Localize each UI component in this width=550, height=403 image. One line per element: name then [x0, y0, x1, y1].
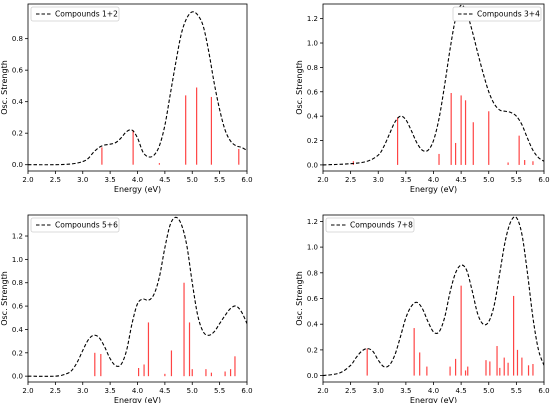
y-tick-label: 0.2	[307, 137, 318, 145]
legend: Compounds 3+4	[452, 6, 542, 22]
x-tick-label: 6.0	[538, 387, 549, 395]
panel-compounds-1-2: 2.0 2.5 3.0 3.5 4.0 4.5 5.0 5.5 6.0 0.0 0.2 0.4 0.6 0…	[0, 3, 253, 194]
x-tick-label: 4.5	[456, 387, 467, 395]
y-tick-label: 1.0	[307, 244, 318, 252]
y-tick-label: 0.8	[12, 35, 23, 43]
x-tick-label: 2.0	[22, 176, 33, 184]
y-tick-label: 0.4	[12, 98, 24, 106]
x-tick-label: 6.0	[538, 176, 549, 184]
x-tick-label: 5.0	[483, 176, 494, 184]
x-tick-label: 5.5	[214, 176, 225, 184]
x-tick-label: 6.0	[241, 387, 252, 395]
panel-compounds-7-8: 2.0 2.5 3.0 3.5 4.0 4.5 5.0 5.5 6.0 0.0 0.2 0.4 0.6 0…	[295, 214, 550, 403]
stick-group	[366, 285, 534, 376]
y-tick-label: 1.2	[12, 233, 23, 241]
x-tick-label: 2.0	[317, 387, 328, 395]
x-tick-label: 2.0	[22, 387, 33, 395]
x-tick-label: 4.0	[132, 176, 143, 184]
x-tick-label: 4.0	[132, 387, 143, 395]
y-tick-label: 0.2	[12, 130, 23, 138]
y-tick-label: 0.0	[12, 373, 23, 381]
legend-box	[30, 6, 120, 22]
x-tick-label: 2.5	[50, 387, 61, 395]
legend-box	[30, 217, 120, 233]
y-axis-label: Osc. Strength	[295, 60, 304, 115]
x-tick-label: 3.0	[373, 387, 384, 395]
x-tick-label: 2.5	[345, 176, 356, 184]
legend-label: Compounds 3+4	[477, 10, 540, 19]
legend-label: Compounds 5+6	[55, 221, 118, 230]
y-tick-label: 1.2	[307, 15, 318, 23]
x-tick-label: 3.0	[77, 387, 88, 395]
x-tick-label: 4.5	[456, 176, 467, 184]
x-tick-label: 3.5	[400, 176, 411, 184]
x-tick-label: 4.5	[159, 176, 170, 184]
x-tick-label: 5.5	[214, 387, 225, 395]
x-tick-label: 2.5	[345, 387, 356, 395]
x-axis-label: Energy (eV)	[114, 185, 161, 194]
x-tick-label: 2.0	[317, 176, 328, 184]
panel-compounds-3-4: 2.0 2.5 3.0 3.5 4.0 4.5 5.0 5.5 6.0 0.0 0.2 0.4 0.6 0…	[295, 3, 550, 194]
x-tick-label: 6.0	[241, 176, 252, 184]
y-tick-label: 0.8	[307, 64, 318, 72]
y-tick-label: 0.0	[307, 161, 318, 169]
y-tick-label: 0.2	[12, 349, 23, 357]
y-tick-label: 0.6	[307, 88, 319, 96]
spectrum-line	[323, 4, 544, 166]
x-axis-label: Energy (eV)	[114, 396, 161, 403]
legend-label: Compounds 7+8	[350, 221, 413, 230]
y-tick-label: 0.4	[307, 113, 319, 121]
x-tick-label: 5.0	[187, 176, 198, 184]
axes-frame	[27, 214, 248, 383]
legend-label: Compounds 1+2	[55, 10, 118, 19]
x-tick-label: 3.5	[105, 387, 116, 395]
y-axis-label: Osc. Strength	[0, 271, 9, 326]
legend: Compounds 1+2	[30, 6, 120, 22]
y-axis-label: Osc. Strength	[0, 60, 9, 115]
x-tick-label: 4.5	[159, 387, 170, 395]
x-tick-label: 2.5	[50, 176, 61, 184]
legend: Compounds 5+6	[30, 217, 120, 233]
y-tick-label: 0.6	[12, 67, 24, 75]
axes-frame	[27, 3, 248, 172]
axes-frame	[322, 3, 545, 172]
y-tick-label: 0.4	[12, 326, 24, 334]
y-tick-label: 0.6	[12, 303, 24, 311]
stick-group	[101, 87, 240, 165]
x-axis-label: Energy (eV)	[410, 396, 457, 403]
x-tick-label: 4.0	[428, 387, 439, 395]
spectrum-line	[323, 216, 544, 377]
y-tick-label: 0.0	[12, 161, 23, 169]
legend-box	[452, 6, 542, 22]
y-tick-label: 1.0	[307, 40, 318, 48]
y-axis-label: Osc. Strength	[295, 271, 304, 326]
panel-compounds-5-6: 2.0 2.5 3.0 3.5 4.0 4.5 5.0 5.5 6.0 0.0 0.2 0.4 0.6 0…	[0, 214, 253, 403]
x-tick-label: 5.0	[187, 387, 198, 395]
legend: Compounds 7+8	[325, 217, 415, 233]
x-tick-label: 3.5	[400, 387, 411, 395]
x-tick-label: 5.5	[511, 176, 522, 184]
x-tick-label: 5.0	[483, 387, 494, 395]
x-tick-label: 3.0	[77, 176, 88, 184]
x-tick-label: 4.0	[428, 176, 439, 184]
spectrum-line	[28, 216, 247, 377]
y-tick-label: 1.2	[307, 218, 318, 226]
y-tick-label: 0.4	[307, 321, 319, 329]
y-tick-label: 0.8	[307, 269, 318, 277]
y-tick-label: 0.2	[307, 346, 318, 354]
stick-group	[94, 282, 236, 377]
spectrum-line	[28, 11, 247, 166]
legend-box	[325, 217, 415, 233]
y-tick-label: 0.6	[307, 295, 319, 303]
x-axis-label: Energy (eV)	[410, 185, 457, 194]
y-tick-label: 0.0	[307, 372, 318, 380]
x-tick-label: 5.5	[511, 387, 522, 395]
y-tick-label: 0.8	[12, 279, 23, 287]
x-tick-label: 3.5	[105, 176, 116, 184]
y-tick-label: 1.0	[12, 256, 23, 264]
x-tick-label: 3.0	[373, 176, 384, 184]
stick-group	[352, 92, 534, 165]
